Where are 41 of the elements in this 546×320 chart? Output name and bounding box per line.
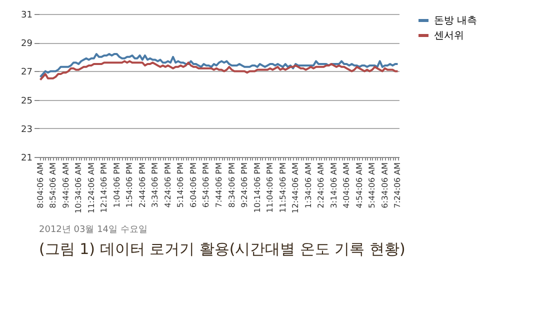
x-tick-label: 11:04:06 PM bbox=[266, 162, 275, 213]
x-tick-label: 1:54:06 PM bbox=[125, 162, 134, 208]
y-tick-label: 29 bbox=[21, 39, 33, 50]
line-series bbox=[39, 60, 399, 81]
text: (그림 1) 데이터 로거기 활용(시간대별 온도 기록 현황) bbox=[39, 240, 406, 258]
y-tick-label: 27 bbox=[21, 68, 32, 78]
x-tick-label: 3:34:06 PM bbox=[150, 162, 160, 208]
legend-label: 센서위 bbox=[434, 30, 464, 42]
x-tick-label: 9:44:06 AM bbox=[61, 162, 70, 208]
x-tick-label: 12:14:06 PM bbox=[100, 162, 109, 213]
x-tick-label: 6:34:06 AM bbox=[380, 162, 390, 208]
legend-label: 돈방 내측 bbox=[434, 16, 478, 26]
x-tick-label: 7:24:06 AM bbox=[393, 162, 402, 208]
x-tick-label: 5:14:06 PM bbox=[176, 162, 186, 208]
x-tick-label: 3:14:06 AM bbox=[329, 162, 338, 208]
x-tick-label: 12:44:06 AM bbox=[291, 162, 300, 214]
x-tick-label: 4:04:06 AM bbox=[342, 162, 352, 208]
x-tick-label: 7:44:06 PM bbox=[214, 162, 224, 208]
x-tick-label: 6:04:06 PM bbox=[188, 162, 198, 208]
x-tick-label: 11:24:06 AM bbox=[86, 162, 96, 214]
x-tick-label: 8:34:06 PM bbox=[227, 162, 236, 208]
x-tick-label: 4:54:06 AM bbox=[354, 162, 364, 208]
y-tick-label: 21 bbox=[21, 154, 32, 164]
x-tick-label: 6:54:06 PM bbox=[202, 162, 211, 208]
x-tick-label: 11:54:06 PM bbox=[278, 162, 288, 213]
x-tick-label: 1:34:06 AM bbox=[304, 162, 313, 208]
text: 2012년 03월 14일 수요일 bbox=[39, 225, 148, 235]
line-series bbox=[39, 53, 399, 78]
x-tick-label: 10:14:06 PM bbox=[252, 162, 262, 213]
x-tick-label: 2:44:06 PM bbox=[138, 162, 147, 208]
y-tick-label: 23 bbox=[21, 124, 32, 135]
y-tick-label: 31 bbox=[21, 10, 32, 20]
x-tick-label: 10:34:06 AM bbox=[74, 162, 84, 214]
x-tick-label: 8:04:06 AM bbox=[36, 162, 45, 208]
x-tick-label: 4:24:06 PM bbox=[163, 162, 172, 208]
x-tick-label: 8:54:06 AM bbox=[48, 162, 58, 208]
x-tick-label: 1:04:06 PM bbox=[112, 162, 122, 208]
x-tick-label: 2:24:06 AM bbox=[316, 162, 326, 208]
x-tick-label: 9:24:06 PM bbox=[240, 162, 250, 208]
y-tick-label: 25 bbox=[21, 96, 32, 106]
x-tick-label: 5:44:06 AM bbox=[368, 162, 377, 208]
